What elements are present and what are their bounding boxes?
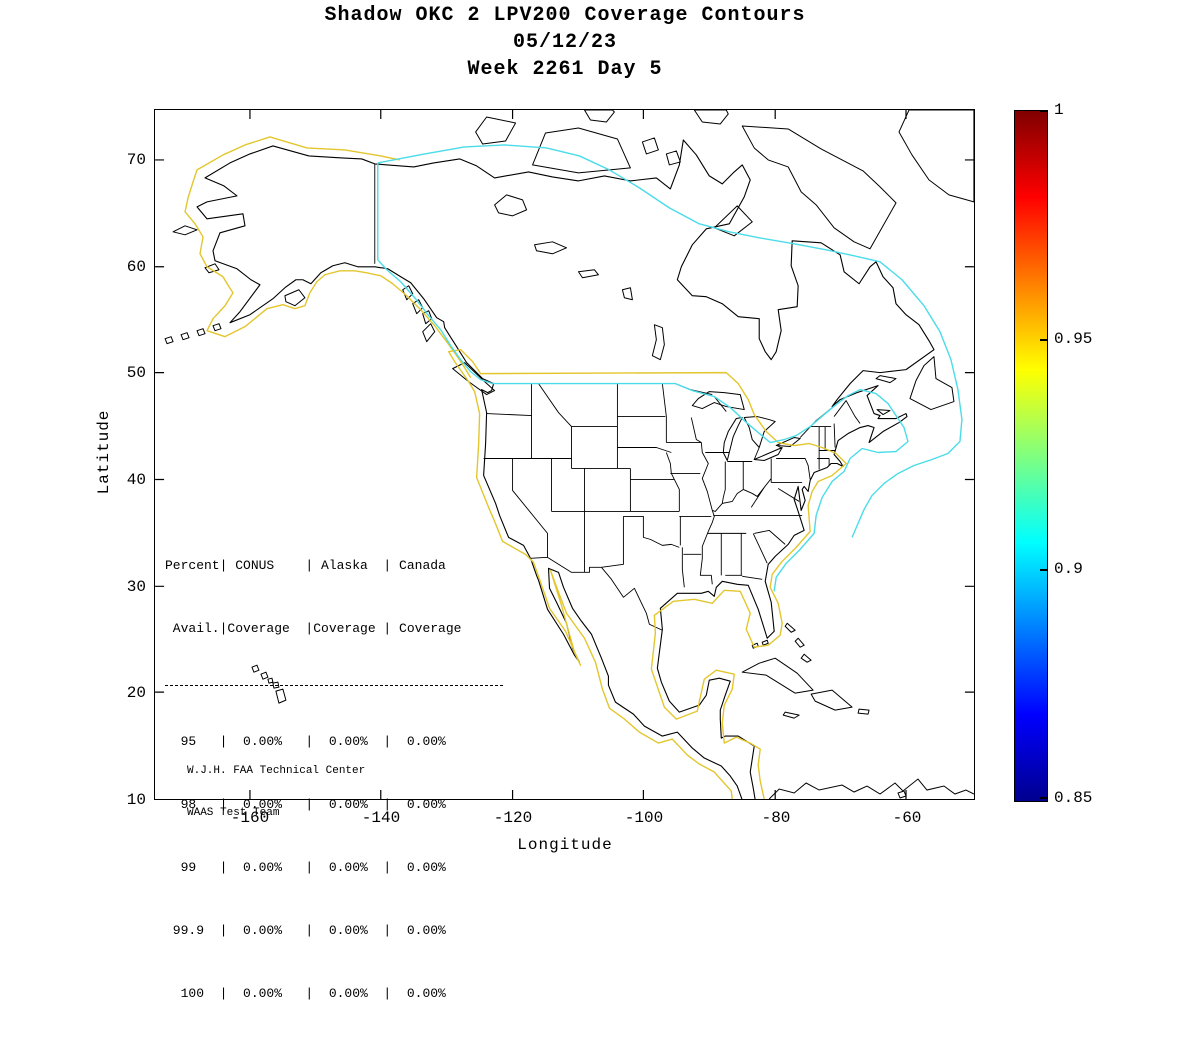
plot-area: Percent| CONUS | Alaska | Canada Avail.|…: [154, 109, 975, 1001]
y-tick-label: 40: [126, 471, 146, 489]
colorbar-tick: [1040, 110, 1047, 112]
credit-line-1: W.J.H. FAA Technical Center: [187, 765, 366, 777]
x-tick-label: -60: [892, 809, 922, 827]
colorbar-label: 1: [1054, 101, 1064, 119]
colorbar-label: 0.9: [1054, 560, 1083, 578]
south-america-coastline: [768, 778, 974, 799]
contour-line-090-border: [377, 162, 909, 592]
y-tick-label: 50: [126, 364, 146, 382]
colorbar: [1014, 110, 1048, 802]
coverage-table-row: 99 | 0.00% | 0.00% | 0.00%: [165, 860, 446, 875]
y-tick-label: 20: [126, 684, 146, 702]
x-tick-label: -80: [761, 809, 791, 827]
coverage-table-row: 98 | 0.00% | 0.00% | 0.00%: [165, 797, 446, 812]
coverage-table-row: 95 | 0.00% | 0.00% | 0.00%: [165, 734, 446, 749]
colorbar-tick: [1040, 797, 1047, 799]
x-tick-label: -100: [624, 809, 664, 827]
state-borders: [374, 163, 861, 631]
y-tick-label: 60: [126, 258, 146, 276]
lakes: [494, 194, 801, 461]
x-tick-label: -140: [361, 809, 401, 827]
coverage-table-row: 99.9 | 0.00% | 0.00% | 0.00%: [165, 923, 446, 938]
y-axis-label: Latitude: [95, 409, 113, 495]
credit-text: W.J.H. FAA Technical Center WAAS Test Te…: [187, 736, 365, 848]
coverage-table-header-1: Percent| CONUS | Alaska | Canada: [165, 558, 446, 573]
coverage-table-row: 100 | 0.00% | 0.00% | 0.00%: [165, 986, 446, 1001]
contour-line-095-conus: [447, 348, 847, 799]
islands: [164, 110, 974, 799]
coastline-mainland: [196, 139, 935, 799]
colorbar-tick: [1040, 339, 1047, 341]
y-tick-label: 30: [126, 578, 146, 596]
x-axis-label: Longitude: [517, 836, 613, 854]
x-tick-label: -160: [230, 809, 270, 827]
x-tick-label: -120: [493, 809, 533, 827]
title-line-2: 05/12/23: [512, 31, 617, 54]
contour-line-090-arc: [377, 144, 963, 538]
axis-ticks: [155, 110, 974, 799]
y-tick-label: 10: [126, 791, 146, 809]
colorbar-label: 0.95: [1054, 330, 1093, 348]
coverage-table-divider: [165, 685, 503, 686]
title-line-3: Week 2261 Day 5: [467, 58, 663, 81]
y-tick-label: 70: [126, 151, 146, 169]
figure-title: Shadow OKC 2 LPV200 Coverage Contours 05…: [154, 2, 976, 83]
coverage-table-header-2: Avail.|Coverage |Coverage | Coverage: [165, 621, 462, 636]
credit-line-2: WAAS Test Team: [187, 807, 280, 819]
colorbar-label: 0.85: [1054, 789, 1093, 807]
contour-line-095-alaska: [184, 136, 472, 378]
figure-window: { "title": { "line1": "Shadow OKC 2 LPV2…: [95, 2, 1093, 1001]
north-america-map: [155, 110, 974, 799]
colorbar-tick: [1040, 569, 1047, 571]
title-line-1: Shadow OKC 2 LPV200 Coverage Contours: [324, 4, 806, 27]
